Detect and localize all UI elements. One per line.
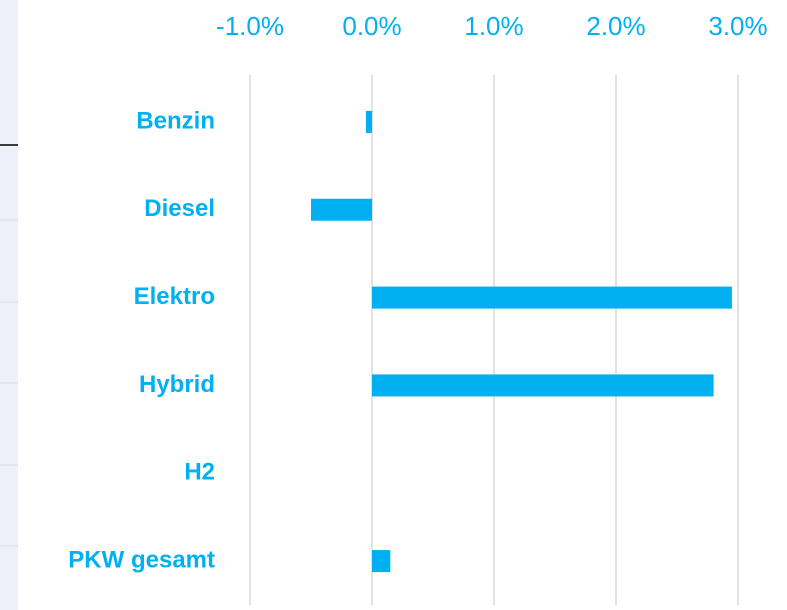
y-tick-label: Elektro — [134, 283, 215, 310]
bar — [372, 374, 714, 397]
side-panel — [0, 0, 18, 610]
bar — [372, 286, 732, 309]
bar — [372, 550, 391, 573]
x-tick-label: 3.0% — [708, 11, 767, 41]
side-lines — [0, 219, 18, 547]
y-tick-label: Benzin — [136, 107, 215, 134]
y-tick-label: H2 — [184, 459, 215, 486]
x-tick-label: 0.0% — [342, 11, 401, 41]
y-tick-label: Diesel — [144, 195, 215, 222]
x-tick-label: -1.0% — [216, 11, 284, 41]
y-tick-label: PKW gesamt — [68, 546, 215, 573]
bar — [365, 110, 372, 133]
bar — [311, 198, 372, 221]
x-tick-label: 1.0% — [464, 11, 523, 41]
y-tick-label: Hybrid — [139, 371, 215, 398]
x-tick-label: 2.0% — [586, 11, 645, 41]
